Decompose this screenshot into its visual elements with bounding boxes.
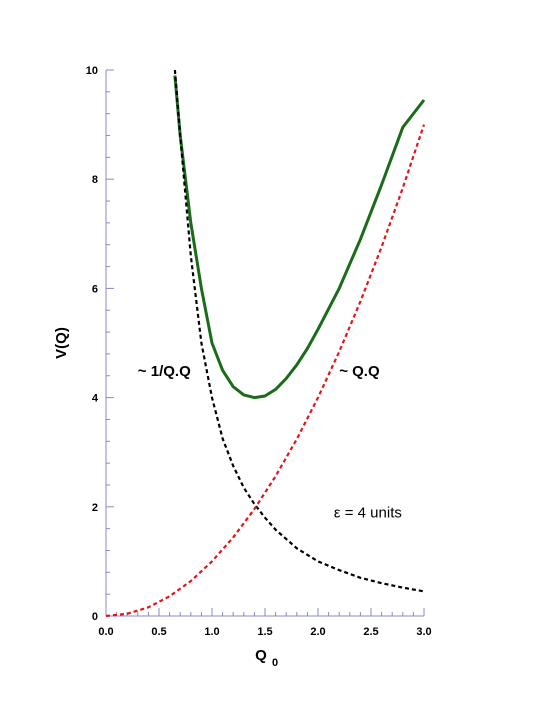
- x-tick-label: 2.0: [310, 626, 325, 638]
- x-tick-label: 3.0: [416, 626, 431, 638]
- y-tick-label: 10: [86, 65, 98, 77]
- y-tick-label: 8: [92, 174, 98, 186]
- quadratic-annotation: ~ Q.Q: [339, 363, 380, 380]
- axes: 0 2 4 6 8 10 0.0 0.5 1.0 1.5 2.0 2.5 3.0: [86, 65, 432, 638]
- inverse-square-line: [173, 69, 425, 593]
- x-tick-label: 0.5: [151, 626, 166, 638]
- labels: V(Q)Q 0~ 1/Q.Q ~ Q.Qε = 4 units: [53, 327, 402, 669]
- y-axis-title: V(Q): [53, 327, 70, 359]
- total-potential-line: [173, 75, 426, 400]
- x-tick-label: 1.0: [204, 626, 219, 638]
- x-axis-title: Q: [255, 647, 267, 664]
- y-tick-label: 6: [92, 283, 98, 295]
- y-tick-label: 0: [92, 611, 98, 623]
- inverse-annotation: ~ 1/Q.Q: [138, 363, 191, 380]
- x-tick-label: 1.5: [257, 626, 272, 638]
- x-tick-label: 0.0: [98, 626, 113, 638]
- series-layer: [105, 69, 426, 618]
- x-axis-title-subscript: 0: [272, 657, 278, 669]
- epsilon-annotation: ε = 4 units: [334, 505, 402, 522]
- x-tick-label: 2.5: [363, 626, 378, 638]
- y-tick-label: 4: [92, 393, 99, 405]
- y-tick-label: 2: [92, 502, 98, 514]
